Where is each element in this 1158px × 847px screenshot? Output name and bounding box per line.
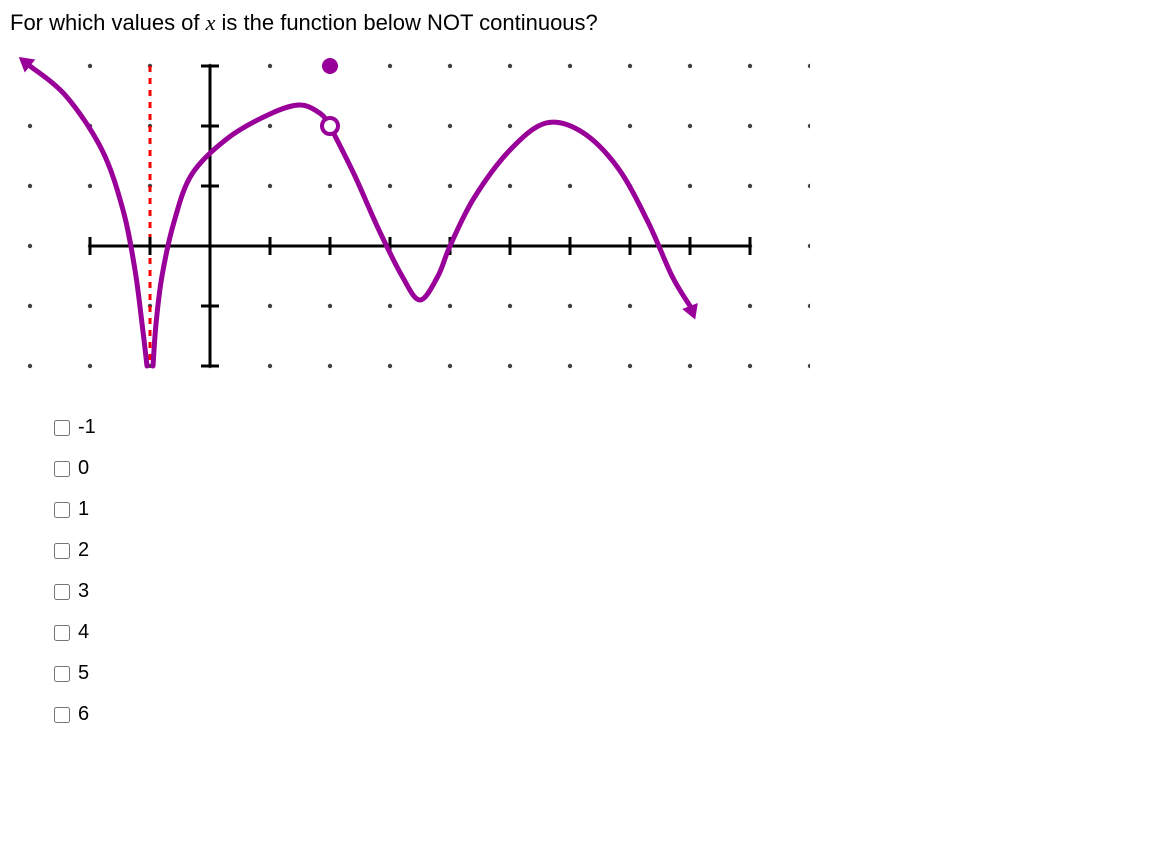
answer-option: 6 — [50, 703, 1148, 726]
answer-checkbox[interactable] — [54, 666, 70, 682]
question-text: For which values of x is the function be… — [10, 10, 1148, 36]
answer-label: 3 — [78, 580, 89, 603]
answer-checkbox[interactable] — [54, 543, 70, 559]
answer-option: 4 — [50, 621, 1148, 644]
chart-container — [10, 46, 1148, 386]
answer-label: 4 — [78, 621, 89, 644]
answer-option: 0 — [50, 457, 1148, 480]
answer-option: 2 — [50, 539, 1148, 562]
answer-label: -1 — [78, 416, 96, 439]
question-variable: x — [206, 10, 216, 35]
answer-label: 5 — [78, 662, 89, 685]
question-suffix: is the function below NOT continuous? — [215, 10, 597, 35]
answer-checkbox[interactable] — [54, 420, 70, 436]
answer-label: 6 — [78, 703, 89, 726]
answer-label: 2 — [78, 539, 89, 562]
answer-options: -1 0 1 2 3 4 5 6 — [50, 416, 1148, 726]
answer-checkbox[interactable] — [54, 625, 70, 641]
answer-checkbox[interactable] — [54, 707, 70, 723]
answer-option: 1 — [50, 498, 1148, 521]
answer-checkbox[interactable] — [54, 461, 70, 477]
answer-label: 1 — [78, 498, 89, 521]
answer-label: 0 — [78, 457, 89, 480]
answer-checkbox[interactable] — [54, 584, 70, 600]
answer-option: -1 — [50, 416, 1148, 439]
answer-option: 5 — [50, 662, 1148, 685]
answer-checkbox[interactable] — [54, 502, 70, 518]
answer-option: 3 — [50, 580, 1148, 603]
question-prefix: For which values of — [10, 10, 206, 35]
function-graph — [10, 46, 810, 386]
